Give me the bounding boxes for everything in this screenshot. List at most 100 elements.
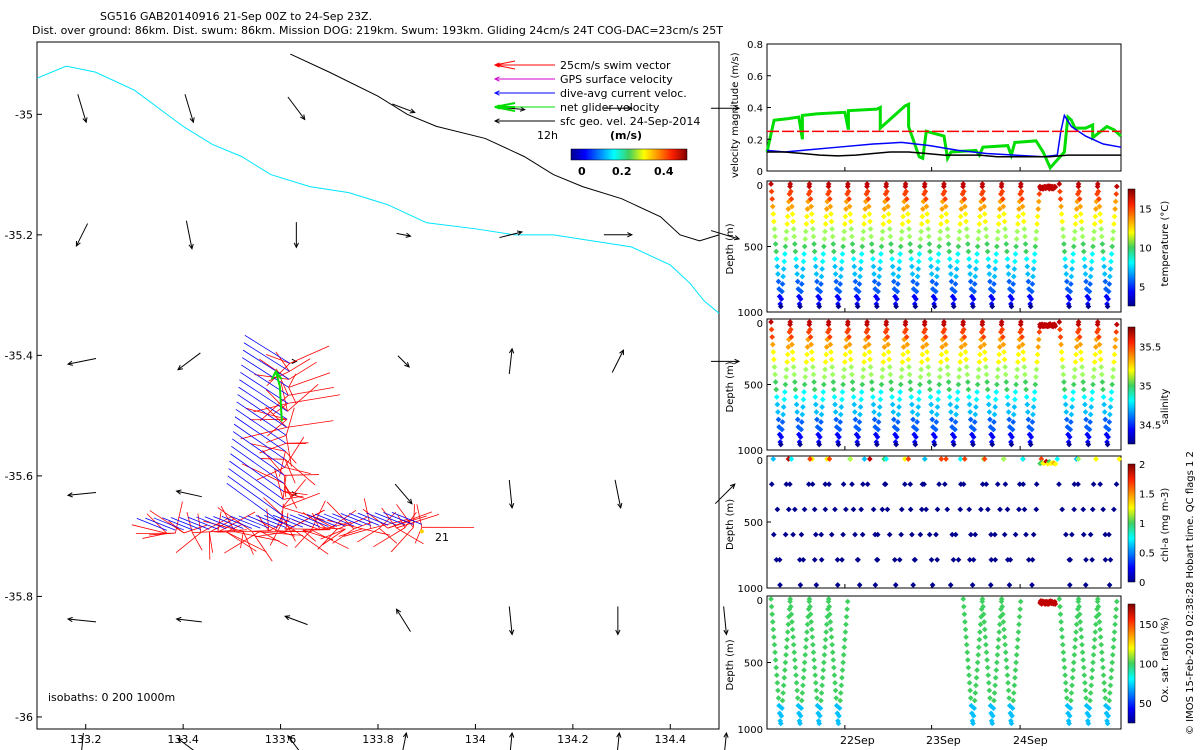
profile-point — [1069, 266, 1075, 272]
profile-point — [1011, 412, 1017, 418]
profile-point — [992, 557, 998, 563]
profile-point — [768, 596, 774, 602]
colorbar-label: chl-a (mg m-3) — [1160, 488, 1171, 562]
profile-point — [946, 379, 952, 385]
profile-point — [822, 507, 828, 513]
profile-point — [1109, 251, 1115, 257]
profile-point — [802, 244, 808, 250]
profile-point — [770, 204, 776, 210]
profile-point — [794, 264, 800, 270]
profile-point — [858, 259, 864, 265]
map-x-tick-label: 133.8 — [362, 733, 394, 746]
profile-point — [892, 557, 898, 563]
profile-point — [790, 357, 796, 363]
profile-point — [1091, 481, 1097, 487]
profile-point — [867, 211, 873, 217]
profile-point — [832, 256, 838, 262]
profile-point — [1015, 221, 1021, 227]
profile-point — [1088, 683, 1094, 689]
profile-point — [772, 372, 778, 378]
profile-point — [878, 397, 884, 403]
profile-point — [789, 456, 795, 462]
profile-point — [801, 389, 807, 395]
profile-point — [1071, 236, 1077, 242]
profile-point — [850, 241, 856, 247]
profile-colorbar — [1128, 464, 1135, 582]
profile-point — [965, 379, 971, 385]
profile-point — [1106, 532, 1112, 538]
profile-point — [912, 557, 918, 563]
profile-point — [1003, 657, 1009, 663]
profile-point — [829, 357, 835, 363]
profile-point — [975, 652, 981, 658]
profile-point — [976, 229, 982, 235]
profile-point — [889, 256, 895, 262]
profile-point — [769, 611, 775, 617]
profile-point — [1005, 394, 1011, 400]
profile-point — [910, 409, 916, 415]
profile-point — [975, 374, 981, 380]
profile-point — [1079, 642, 1085, 648]
profile-point — [908, 507, 914, 513]
profile-point — [1101, 256, 1107, 262]
colorbar-tick-label: 10 — [1139, 244, 1152, 255]
profile-point — [963, 349, 969, 355]
profile-point — [1023, 249, 1029, 255]
profile-point — [858, 266, 864, 272]
profile-point — [1089, 557, 1095, 563]
profile-point — [1062, 249, 1068, 255]
profile-point — [907, 372, 913, 378]
profile-point — [928, 256, 934, 262]
profile-point — [1079, 226, 1085, 232]
profile-point — [1062, 672, 1068, 678]
profile-point — [964, 650, 970, 656]
profile-point — [888, 241, 894, 247]
profile-point — [851, 394, 857, 400]
profile-point — [812, 256, 818, 262]
profile-point — [985, 665, 991, 671]
profile-point — [1033, 507, 1039, 513]
profile-point — [977, 352, 983, 358]
profile-point — [851, 256, 857, 262]
swim-vector — [132, 525, 167, 534]
profile-point — [929, 557, 935, 563]
profile-point — [973, 412, 979, 418]
profile-point — [907, 481, 913, 487]
profile-point — [966, 507, 972, 513]
profile-point — [841, 652, 847, 658]
profile-point — [800, 274, 806, 280]
profile-point — [975, 244, 981, 250]
profile-point — [877, 404, 883, 410]
profile-point — [781, 683, 787, 689]
profile-point — [936, 251, 942, 257]
dac-vector — [229, 469, 283, 508]
profile-point — [1060, 226, 1066, 232]
map-x-tick-label: 133.6 — [265, 733, 297, 746]
profile-point — [840, 389, 846, 395]
sfc-velocity-arrow — [186, 221, 192, 249]
profile-point — [992, 683, 998, 689]
profile-point — [916, 259, 922, 265]
profile-point — [1002, 364, 1008, 370]
swim-vector — [142, 533, 166, 538]
profile-point — [1083, 557, 1089, 563]
profile-point — [936, 389, 942, 395]
profile-point — [820, 397, 826, 403]
profile-point — [811, 241, 817, 247]
profile-point — [966, 672, 972, 678]
profile-point — [843, 352, 849, 358]
profile-point — [1001, 349, 1007, 355]
profile-point — [1110, 374, 1116, 380]
profile-point — [1079, 357, 1085, 363]
profile-point — [1103, 557, 1109, 563]
profile-point — [1061, 379, 1067, 385]
profile-point — [977, 221, 983, 227]
profile-point — [896, 412, 902, 418]
swim-vector — [379, 528, 396, 543]
profile-point — [801, 259, 807, 265]
profile-point — [1111, 507, 1117, 513]
profile-point — [897, 389, 903, 395]
profile-point — [938, 359, 944, 365]
profile-point — [865, 481, 871, 487]
profile-point — [845, 599, 851, 605]
